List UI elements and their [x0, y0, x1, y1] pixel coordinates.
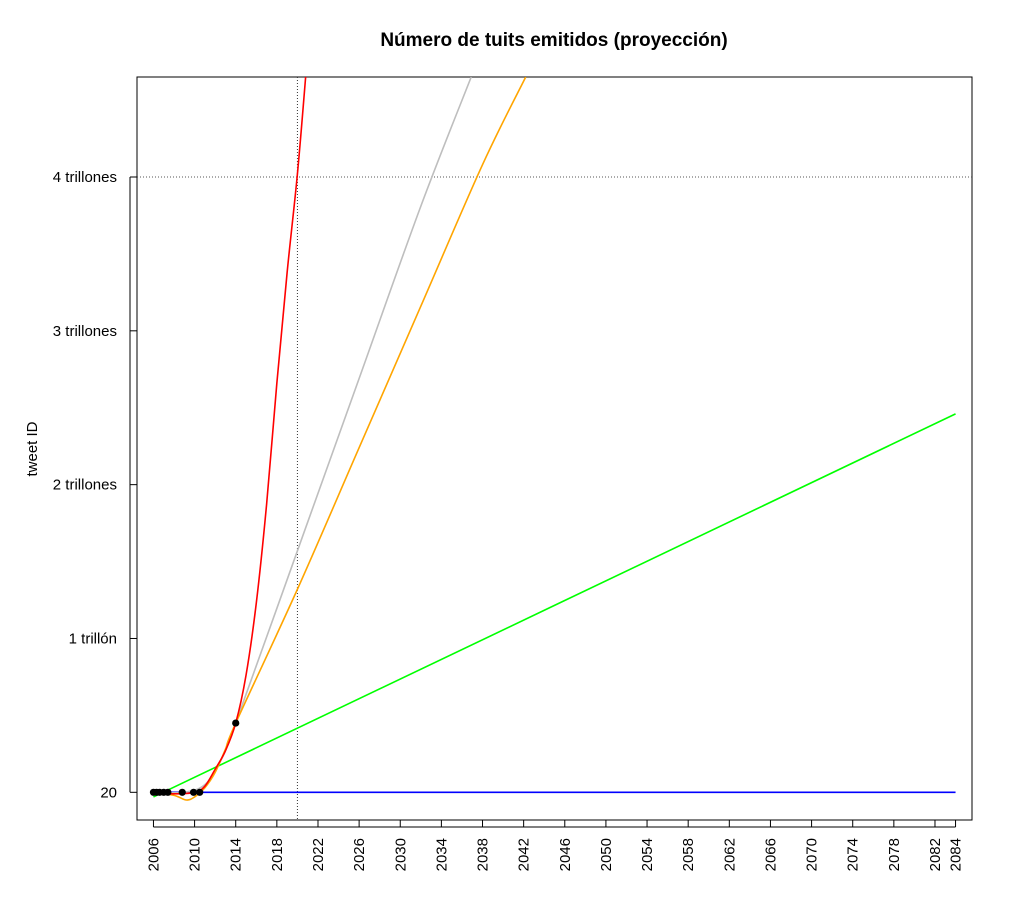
- x-tick-label-9: 2042: [516, 838, 533, 871]
- y-tick-label-0: 20: [100, 784, 117, 801]
- x-tick-label-7: 2034: [433, 838, 450, 871]
- chart-title: Número de tuits emitidos (proyección): [380, 30, 727, 51]
- data-point-6: [189, 788, 198, 796]
- x-tick-label-3: 2018: [269, 838, 286, 871]
- x-tick-label-19: 2082: [927, 838, 944, 871]
- x-tick-label-6: 2030: [392, 838, 409, 871]
- x-tick-label-20: 2084: [948, 838, 965, 871]
- series-line-2: [153, 77, 472, 794]
- data-point-4: [164, 788, 172, 796]
- x-tick-label-2: 2014: [228, 838, 245, 871]
- data-point-8: [232, 719, 240, 727]
- series-layer: [153, 77, 956, 801]
- x-axis: 2006 2010 2014 2018 2022 2026 2030 2034 2038 2042…: [145, 820, 965, 871]
- x-tick-label-17: 2074: [845, 838, 862, 871]
- data-point-7: [196, 788, 204, 796]
- y-tick-label-4: 4 trillones: [53, 169, 117, 186]
- series-line-1: [153, 413, 956, 798]
- x-tick-label-8: 2038: [475, 838, 492, 871]
- series-line-4: [153, 77, 307, 795]
- data-point-5: [178, 788, 186, 796]
- y-tick-label-2: 2 trillones: [53, 477, 117, 494]
- y-axis: 20 1 trillón 2 trillones 3 trillones 4 trill…: [53, 169, 137, 801]
- points-layer: [149, 719, 240, 796]
- x-tick-label-13: 2058: [680, 838, 697, 871]
- y-tick-label-3: 3 trillones: [53, 323, 117, 340]
- reference-lines: [137, 77, 972, 820]
- y-axis-label: tweet ID: [24, 421, 41, 476]
- x-tick-label-11: 2050: [598, 838, 615, 871]
- x-tick-label-10: 2046: [557, 838, 574, 871]
- x-tick-label-4: 2022: [310, 838, 327, 871]
- x-tick-label-5: 2026: [351, 838, 368, 871]
- x-tick-label-12: 2054: [639, 838, 656, 871]
- y-tick-label-1: 1 trillón: [69, 630, 117, 647]
- plot-frame: [136, 76, 973, 821]
- x-tick-label-14: 2062: [721, 838, 738, 871]
- x-tick-label-15: 2066: [762, 838, 779, 871]
- x-tick-label-1: 2010: [187, 838, 204, 871]
- x-tick-label-18: 2078: [886, 838, 903, 871]
- x-tick-label-16: 2070: [804, 838, 821, 871]
- series-line-3: [153, 77, 527, 801]
- x-tick-label-0: 2006: [145, 838, 162, 871]
